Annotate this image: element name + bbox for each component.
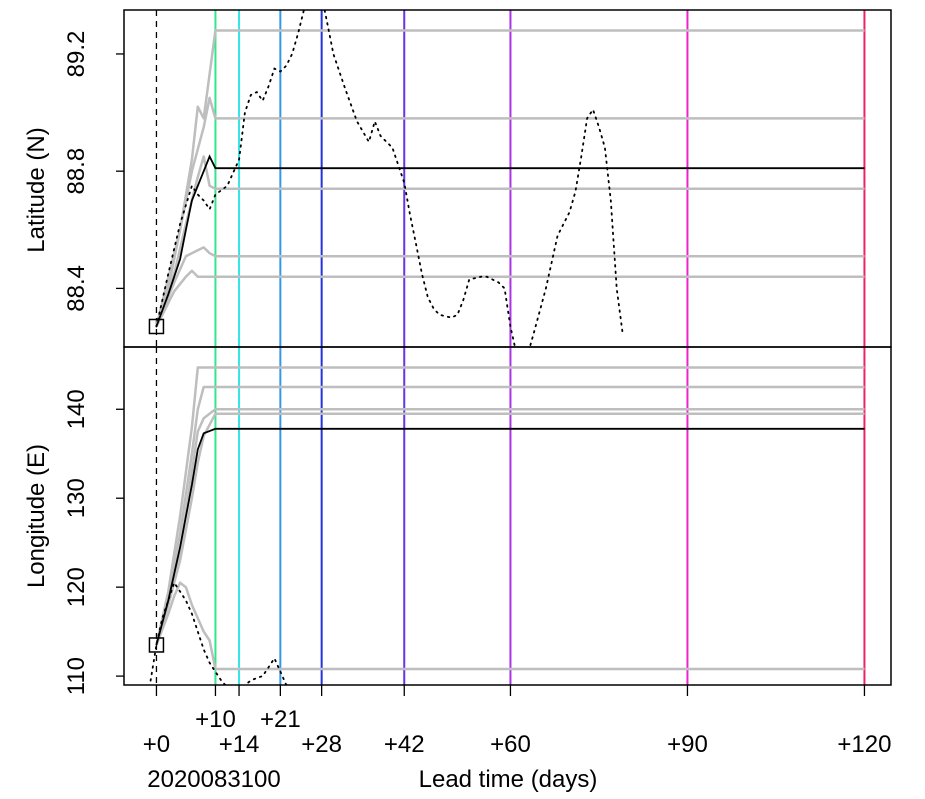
lon-member-line-4	[155, 412, 865, 646]
xtick-label: +120	[837, 731, 891, 758]
longitude-axis-label: Longitude (E)	[23, 444, 50, 588]
lat-member-line-2	[155, 96, 865, 327]
xtick-label: +60	[490, 731, 531, 758]
lat-member-line-4	[155, 246, 865, 327]
lon-observed-track	[149, 580, 288, 685]
xtick-label: +28	[301, 731, 342, 758]
xtick-label: +21	[260, 706, 301, 733]
lat-ytick-label: 88.4	[63, 265, 90, 312]
lon-ytick-label: 110	[63, 657, 90, 695]
x-axis-label: Lead time (days)	[419, 766, 598, 793]
lon-ytick-label: 140	[63, 389, 90, 429]
longitude-panel: 110 120 130 140	[63, 347, 866, 695]
xtick-label: +10	[195, 706, 236, 733]
xtick-label: +42	[384, 731, 425, 758]
lon-ytick-label: 120	[63, 567, 90, 607]
lat-member-line-1	[155, 29, 865, 327]
lat-start-marker	[148, 318, 165, 335]
xtick-label: +14	[219, 731, 260, 758]
longitude-panel-frame	[123, 346, 892, 686]
lat-ytick-label: 88.8	[63, 148, 90, 195]
lat-ensemble-mean-line	[155, 154, 865, 327]
lon-ensemble-mean-line	[155, 427, 865, 646]
lat-observed-track	[155, 10, 624, 347]
lon-start-marker	[148, 637, 165, 653]
latitude-axis-label: Latitude (N)	[23, 127, 50, 252]
start-date-label: 2020083100	[147, 766, 280, 793]
lat-member-line-5	[155, 269, 865, 328]
lon-member-line-5	[155, 581, 865, 671]
lon-ytick-label: 130	[63, 478, 90, 518]
x-axis: +0 +10+14+21+28 +42 +60 +90 +120	[143, 685, 891, 758]
lat-ytick-label: 89.2	[63, 31, 90, 78]
lat-member-line-3	[155, 155, 865, 327]
xtick-label: +0	[143, 731, 170, 758]
xtick-label: +90	[667, 731, 708, 758]
latitude-panel: 88.4 88.8 89.2	[63, 10, 866, 347]
